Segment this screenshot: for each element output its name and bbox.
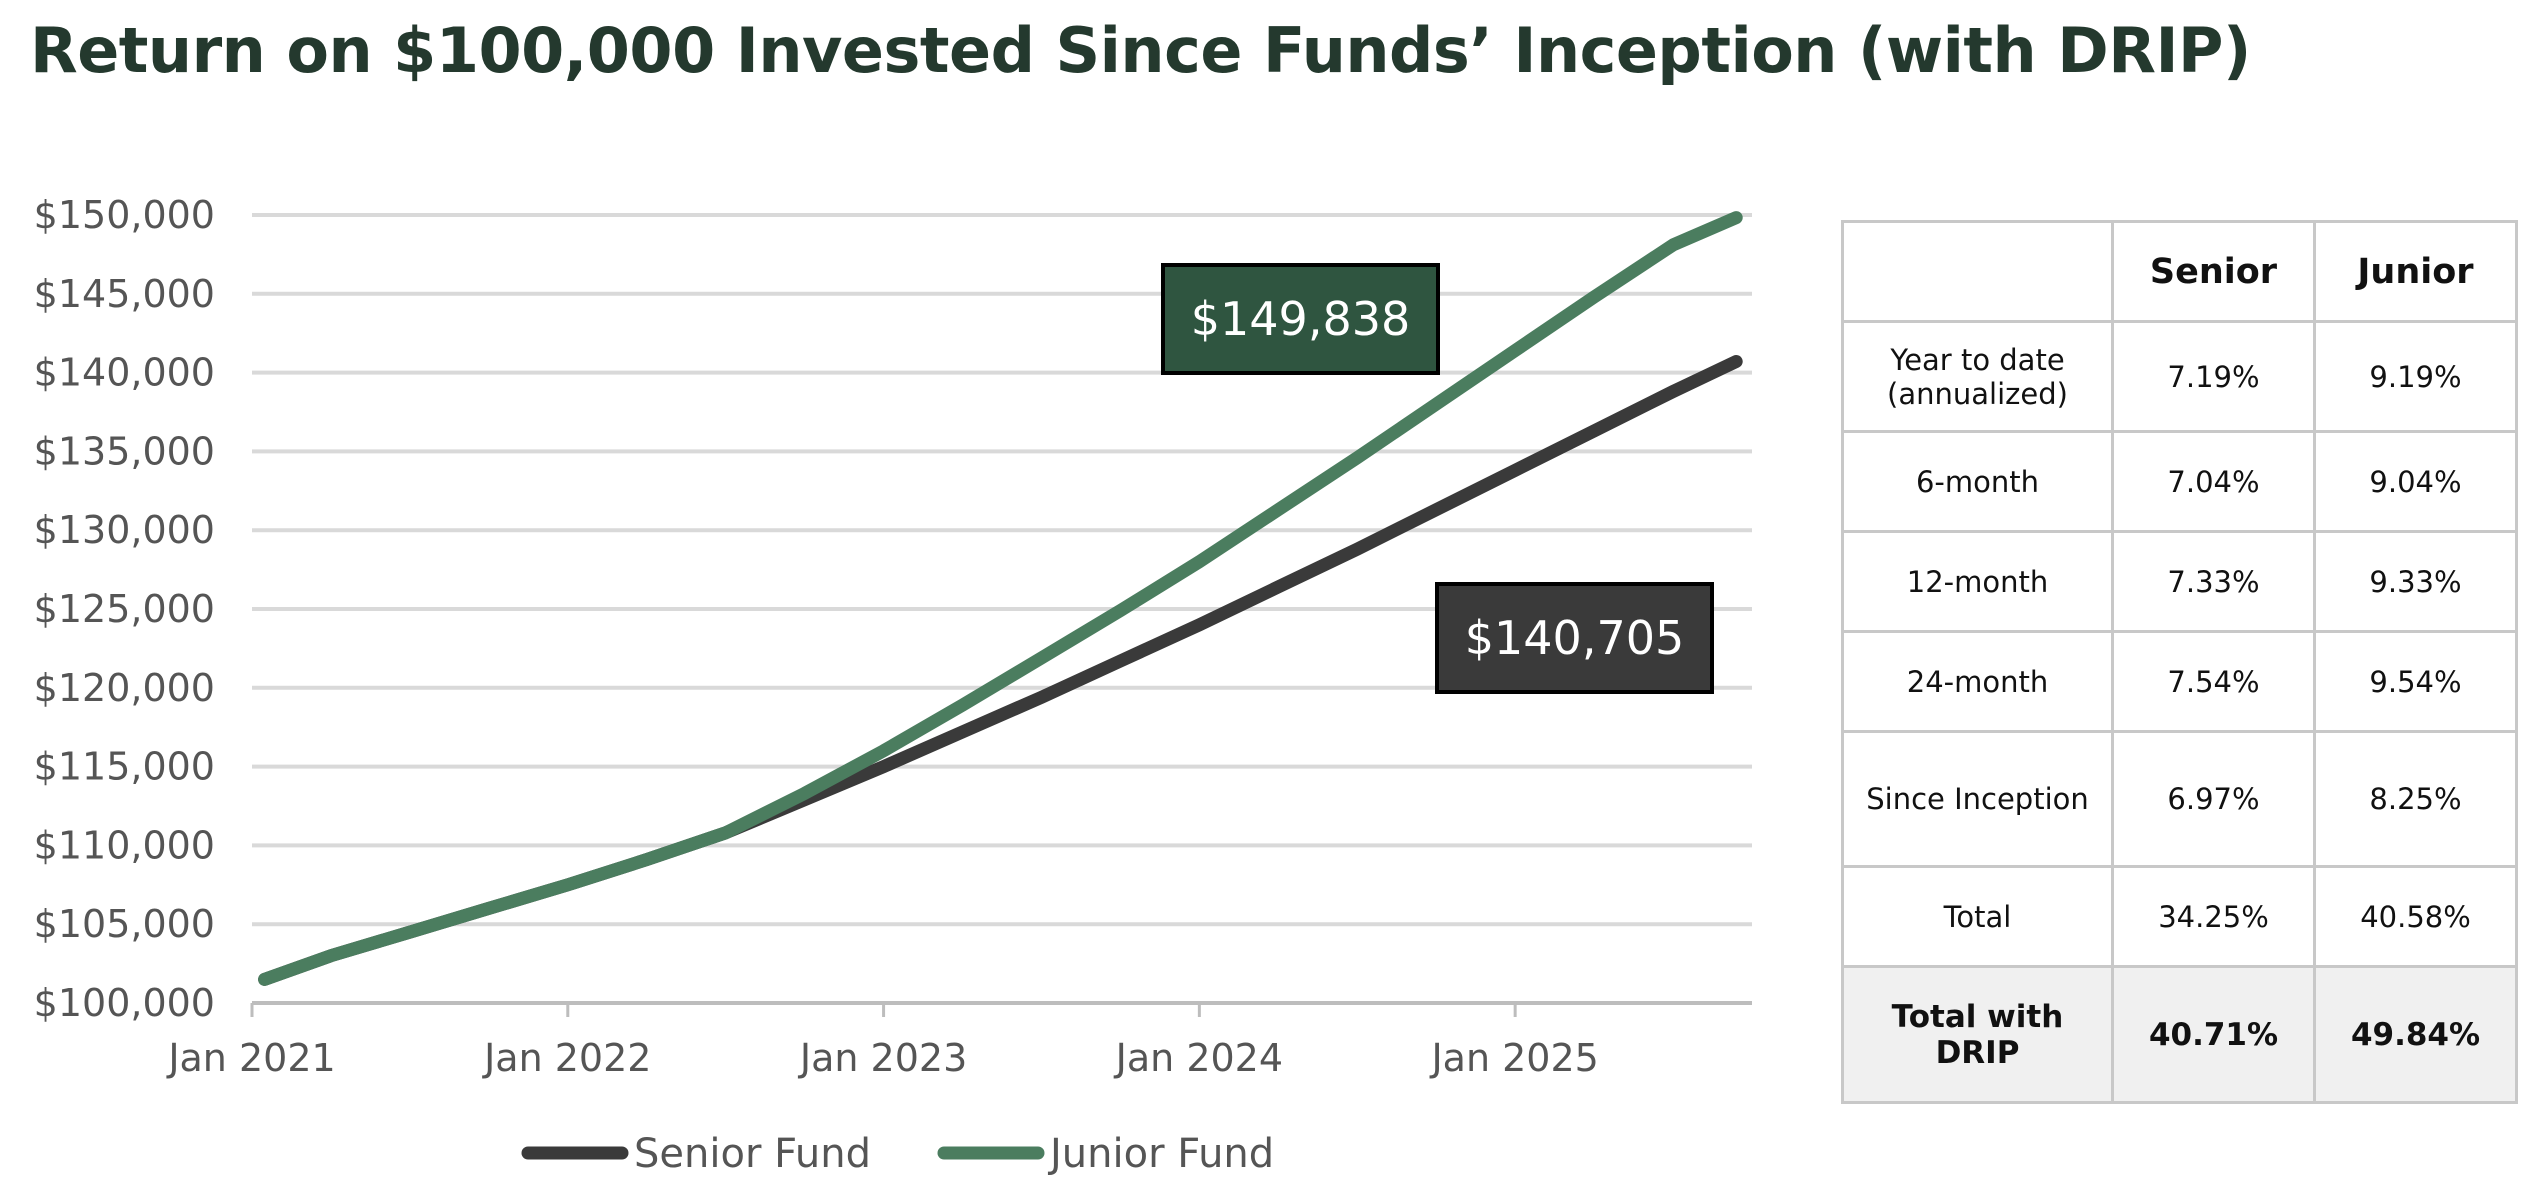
senior-value-cell: 40.71% (2111, 965, 2316, 1104)
y-tick-label: $130,000 (34, 508, 215, 552)
value-callouts: $149,838 $140,705 (1161, 263, 1714, 694)
junior-fund-line (258, 211, 1743, 986)
senior-value-cell: 34.25% (2111, 865, 2316, 968)
y-tick-label: $125,000 (34, 587, 215, 631)
senior-value-cell: 7.19% (2111, 320, 2316, 433)
line-chart: $150,000 $145,000 $140,000 $135,000 $130,000… (34, 193, 1752, 1177)
header-cell-junior: Junior (2313, 220, 2518, 323)
row-label-cell: 24-month (1841, 630, 2114, 733)
y-tick-label: $145,000 (34, 272, 215, 316)
junior-value-cell: 9.33% (2313, 530, 2518, 633)
y-tick-label: $150,000 (34, 193, 215, 237)
chart-title: Return on $100,000 Invested Since Funds’… (30, 14, 2251, 87)
table-row: 24-month 7.54% 9.54% (1841, 630, 2518, 733)
junior-value-cell: 8.25% (2313, 730, 2518, 868)
junior-value-cell: 40.58% (2313, 865, 2518, 968)
callout-value: $140,705 (1465, 611, 1685, 665)
junior-value-cell: 9.04% (2313, 430, 2518, 533)
senior-value-cell: 7.04% (2111, 430, 2316, 533)
series-lines (258, 211, 1743, 986)
row-label-cell: Total (1841, 865, 2114, 968)
junior-value-cell: 9.54% (2313, 630, 2518, 733)
y-tick-label: $105,000 (34, 902, 215, 946)
row-label-cell: Since Inception (1841, 730, 2114, 868)
x-tick-label: Jan 2024 (1114, 1036, 1283, 1080)
row-label-cell: 12-month (1841, 530, 2114, 633)
y-tick-label: $120,000 (34, 666, 215, 710)
table-row: 12-month 7.33% 9.33% (1841, 530, 2518, 633)
x-tick-label: Jan 2025 (1429, 1036, 1598, 1080)
header-cell-empty (1841, 220, 2114, 323)
table-row: Since Inception 6.97% 8.25% (1841, 730, 2518, 868)
table-row: Total 34.25% 40.58% (1841, 865, 2518, 968)
junior-value-cell: 9.19% (2313, 320, 2518, 433)
returns-table: Senior Junior Year to date (annualized) 7… (1841, 220, 2518, 1104)
axes: $150,000 $145,000 $140,000 $135,000 $130,000… (34, 193, 1599, 1080)
row-label-cell: 6-month (1841, 430, 2114, 533)
row-label-cell: Total with DRIP (1841, 965, 2114, 1104)
legend-label: Junior Fund (1047, 1131, 1274, 1177)
junior-value-cell: 49.84% (2313, 965, 2518, 1104)
table-row: 6-month 7.04% 9.04% (1841, 430, 2518, 533)
table-header-row: Senior Junior (1841, 220, 2518, 323)
table-body: Year to date (annualized) 7.19% 9.19% 6-mon… (1841, 320, 2518, 1104)
senior-value-cell: 7.33% (2111, 530, 2316, 633)
senior-value-cell: 7.54% (2111, 630, 2316, 733)
callout-box (1161, 263, 1440, 375)
header-cell-senior: Senior (2111, 220, 2316, 323)
y-tick-label: $135,000 (34, 429, 215, 473)
table-row: Year to date (annualized) 7.19% 9.19% (1841, 320, 2518, 433)
y-tick-label: $110,000 (34, 823, 215, 867)
y-tick-label: $115,000 (34, 745, 215, 789)
grid-lines (252, 213, 1752, 1005)
row-label-cell: Year to date (annualized) (1841, 320, 2114, 433)
senior-value-cell: 6.97% (2111, 730, 2316, 868)
table-row: Total with DRIP 40.71% 49.84% (1841, 965, 2518, 1104)
legend: Senior Fund Junior Fund (521, 1131, 1274, 1177)
x-tick-label: Jan 2021 (166, 1036, 335, 1080)
x-tick-label: Jan 2023 (798, 1036, 967, 1080)
legend-label: Senior Fund (634, 1131, 871, 1177)
y-tick-label: $100,000 (34, 981, 215, 1025)
callout-value: $149,838 (1191, 292, 1411, 346)
callout-box (1435, 582, 1714, 694)
y-tick-label: $140,000 (34, 351, 215, 395)
x-tick-label: Jan 2022 (482, 1036, 651, 1080)
